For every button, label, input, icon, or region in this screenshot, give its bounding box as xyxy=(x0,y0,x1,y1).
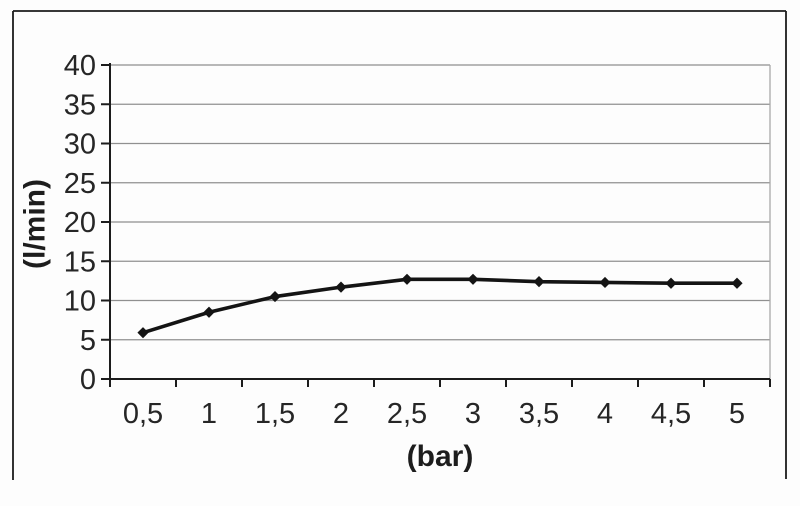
data-point-marker-1.5 xyxy=(269,290,281,303)
data-point-marker-5 xyxy=(731,277,743,289)
y-tick-label-20: 20 xyxy=(64,207,96,239)
y-tick-label-40: 40 xyxy=(64,50,96,82)
y-axis-title: (l/min) xyxy=(19,179,52,269)
y-tick-label-15: 15 xyxy=(64,246,96,278)
data-point-marker-1 xyxy=(203,306,215,318)
series-line-flow-rate xyxy=(141,277,739,335)
y-tick-label-25: 25 xyxy=(64,168,96,200)
x-axis-tick-labels: 0,5 1 1,5 2 2,5 3 3,5 4 4,5 5 xyxy=(123,398,745,430)
x-tick-label-4: 2,5 xyxy=(387,398,427,430)
data-point-marker-3.5 xyxy=(533,276,545,288)
x-tick-label-9: 5 xyxy=(729,398,745,430)
gridlines xyxy=(110,64,770,341)
axes xyxy=(101,63,771,387)
x-tick-label-6: 3,5 xyxy=(519,398,559,430)
outer-frame xyxy=(12,10,787,480)
y-tick-label-5: 5 xyxy=(80,325,96,357)
x-tick-label-3: 2 xyxy=(333,398,349,430)
y-tick-label-35: 35 xyxy=(64,89,96,121)
x-tick-label-7: 4 xyxy=(597,398,613,430)
x-tick-label-1: 1 xyxy=(201,398,217,430)
data-point-marker-2.5 xyxy=(401,273,413,285)
y-tick-label-0: 0 xyxy=(80,364,96,396)
data-point-marker-2 xyxy=(335,281,347,293)
data-point-marker-4.5 xyxy=(665,277,677,289)
data-point-marker-0.5 xyxy=(137,327,149,339)
x-tick-label-5: 3 xyxy=(465,398,481,430)
y-tick-label-10: 10 xyxy=(64,286,96,318)
y-tick-label-30: 30 xyxy=(64,129,96,161)
y-axis-tick-labels: 0 5 10 15 20 25 30 35 40 xyxy=(64,50,96,396)
data-point-marker-4 xyxy=(599,276,611,289)
x-axis-title: (bar) xyxy=(407,440,474,473)
x-tick-label-2: 1,5 xyxy=(255,398,295,430)
data-point-marker-3 xyxy=(467,273,479,285)
x-tick-label-0: 0,5 xyxy=(123,398,163,430)
data-series xyxy=(137,273,743,339)
x-tick-label-8: 4,5 xyxy=(651,398,691,430)
